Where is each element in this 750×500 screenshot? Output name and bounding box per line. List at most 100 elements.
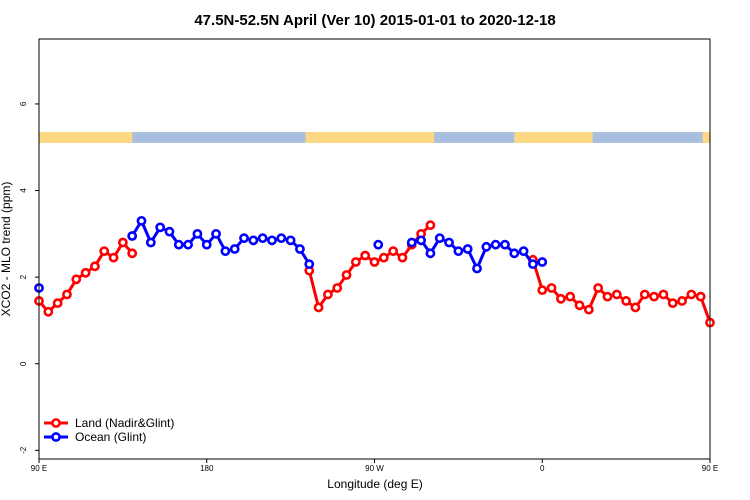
land-data-point — [62, 289, 72, 300]
land-data-point — [583, 304, 594, 315]
land-data-point — [360, 250, 371, 261]
ocean-data-point — [239, 233, 249, 244]
land-data-point — [99, 246, 110, 257]
land-band-segment — [702, 132, 710, 143]
ocean-data-point — [472, 263, 482, 274]
ocean-data-point — [490, 239, 501, 250]
land-data-point — [593, 283, 604, 293]
ocean-data-point — [500, 239, 510, 250]
land-band-segment — [514, 132, 593, 143]
series-layer — [34, 215, 715, 328]
land-data-point — [565, 291, 576, 302]
plot-frame — [38, 38, 711, 460]
land-data-point — [43, 306, 54, 317]
land-data-point — [323, 289, 333, 300]
ocean-data-point — [201, 239, 212, 250]
ocean-data-point — [173, 239, 184, 250]
land-data-point — [695, 291, 706, 302]
land-data-point — [658, 289, 669, 300]
land-data-point — [686, 289, 697, 300]
land-data-point — [313, 302, 324, 313]
ocean-data-point — [416, 235, 426, 246]
ocean-data-point — [295, 244, 305, 254]
land-data-point — [350, 257, 361, 267]
land-band-segment — [39, 132, 133, 143]
legend-label-land: Land (Nadir&Glint) — [75, 416, 174, 430]
ocean-data-point — [248, 235, 259, 246]
ocean-data-point — [509, 248, 520, 259]
land-data-point — [611, 289, 622, 300]
land-data-point — [546, 283, 557, 293]
ocean-data-point — [285, 235, 296, 246]
land-data-point — [621, 296, 632, 306]
x-axis-label: Longitude (deg E) — [327, 477, 422, 491]
ocean-data-point — [211, 228, 221, 239]
land-data-point — [677, 296, 687, 306]
land-data-point — [127, 248, 138, 259]
ocean-data-point — [518, 246, 529, 257]
land-data-point — [602, 291, 613, 302]
ocean-data-point — [425, 248, 436, 259]
land-data-point — [574, 300, 585, 311]
ocean-data-point — [155, 222, 166, 233]
ocean-data-point — [462, 244, 473, 254]
ocean-data-point — [229, 244, 240, 254]
ocean-data-point — [444, 237, 454, 248]
y-tick-label: -2 — [19, 446, 28, 454]
chart-title: 47.5N-52.5N April (Ver 10) 2015-01-01 to… — [194, 12, 555, 29]
land-data-point — [378, 252, 389, 263]
land-data-point — [639, 289, 650, 300]
land-data-point — [630, 302, 641, 313]
legend: Land (Nadir&Glint)Ocean (Glint) — [44, 416, 174, 444]
land-data-point — [555, 293, 566, 304]
y-tick-label: 2 — [19, 274, 28, 279]
legend-marker-ocean — [51, 432, 61, 442]
land-data-point — [90, 261, 100, 272]
ocean-data-point — [537, 257, 548, 267]
ocean-data-point — [220, 246, 231, 257]
ocean-data-point — [257, 233, 268, 244]
land-data-point — [397, 252, 408, 263]
ocean-data-point — [434, 233, 445, 244]
legend-label-ocean: Ocean (Glint) — [75, 430, 146, 444]
ocean-data-point — [136, 215, 147, 226]
ocean-data-point — [406, 237, 417, 248]
land-data-point — [425, 220, 436, 231]
ocean-data-point — [453, 246, 464, 257]
ocean-data-point — [373, 239, 384, 250]
ocean-data-point — [192, 228, 203, 239]
land-data-point — [388, 246, 399, 257]
ocean-data-point — [267, 235, 277, 246]
land-data-point — [341, 270, 352, 280]
land-data-point — [80, 267, 91, 278]
y-axis-label: XCO2 - MLO trend (ppm) — [0, 182, 13, 317]
land-data-point — [117, 237, 128, 248]
axes: 90 E 180 90 W 0 90 E -2 0 2 4 6 — [19, 101, 718, 473]
ocean-data-point — [164, 226, 175, 237]
land-data-point — [649, 291, 659, 302]
x-tick-label: 90 E — [702, 464, 718, 473]
legend-marker-land — [51, 418, 61, 428]
land-data-point — [667, 298, 678, 309]
land-ocean-mask — [39, 132, 710, 143]
y-tick-label: 4 — [19, 188, 28, 193]
land-data-point — [537, 285, 548, 296]
ocean-data-point — [304, 259, 315, 270]
land-data-point — [332, 283, 343, 293]
land-data-point — [52, 298, 63, 309]
x-tick-label: 90 W — [365, 464, 384, 473]
ocean-data-point — [276, 233, 287, 244]
ocean-data-point — [481, 241, 492, 252]
land-data-point — [71, 274, 82, 285]
y-tick-label: 6 — [19, 101, 28, 106]
x-tick-label: 180 — [200, 464, 214, 473]
y-tick-label: 0 — [19, 361, 28, 366]
ocean-data-point — [145, 237, 156, 248]
ocean-data-point — [183, 239, 194, 250]
land-data-point — [108, 252, 119, 263]
x-tick-label: 0 — [540, 464, 545, 473]
land-band-segment — [305, 132, 435, 143]
land-series-line — [531, 259, 712, 324]
land-data-point — [369, 257, 380, 267]
